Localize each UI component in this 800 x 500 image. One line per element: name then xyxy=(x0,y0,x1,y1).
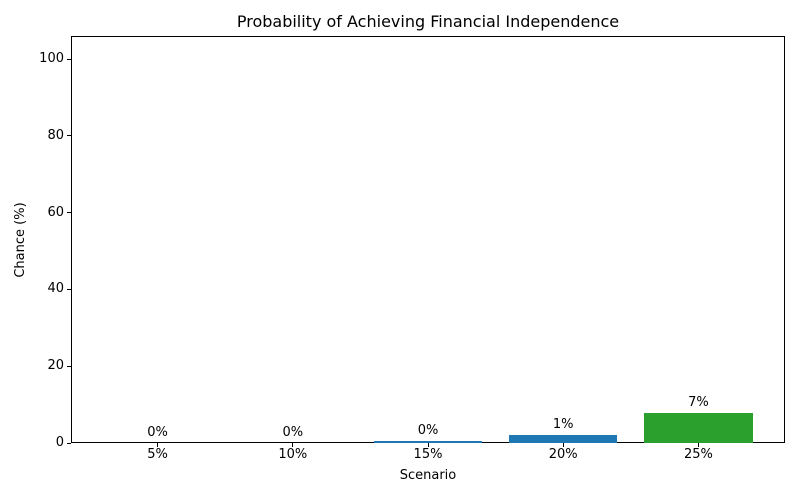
y-tick-label: 20 xyxy=(47,358,64,374)
plot-area xyxy=(71,36,785,443)
y-tick-label: 100 xyxy=(39,51,64,67)
bar xyxy=(509,434,618,443)
x-tick-label: 5% xyxy=(147,447,168,462)
x-tick-label: 15% xyxy=(413,447,443,462)
bar-value-label: 0% xyxy=(147,425,168,440)
bar-value-label: 7% xyxy=(688,395,709,411)
x-tick-mark xyxy=(292,443,294,447)
x-tick-label: 25% xyxy=(684,447,713,462)
y-tick-label: 80 xyxy=(47,127,64,143)
x-axis-label: Scenario xyxy=(399,468,457,483)
y-tick-mark xyxy=(67,442,71,444)
bar xyxy=(644,413,753,443)
x-tick-label: 10% xyxy=(278,447,308,462)
x-tick-mark xyxy=(157,443,159,447)
y-tick-label: 0 xyxy=(55,435,64,450)
x-tick-mark xyxy=(697,443,699,447)
y-tick-mark xyxy=(67,58,71,60)
y-tick-mark xyxy=(67,135,71,137)
y-tick-label: 60 xyxy=(47,204,64,220)
x-tick-mark xyxy=(427,443,429,447)
y-tick-mark xyxy=(67,288,71,290)
y-tick-mark xyxy=(67,212,71,214)
bar xyxy=(373,441,483,443)
bar-value-label: 1% xyxy=(552,416,574,432)
y-tick-label: 40 xyxy=(47,281,64,297)
y-tick-mark xyxy=(67,365,71,367)
bar-value-label: 0% xyxy=(282,425,304,440)
chart-title: Probability of Achieving Financial Indep… xyxy=(236,12,620,31)
x-tick-mark xyxy=(562,443,564,447)
bar-value-label: 0% xyxy=(417,423,439,439)
x-tick-label: 20% xyxy=(548,447,578,462)
